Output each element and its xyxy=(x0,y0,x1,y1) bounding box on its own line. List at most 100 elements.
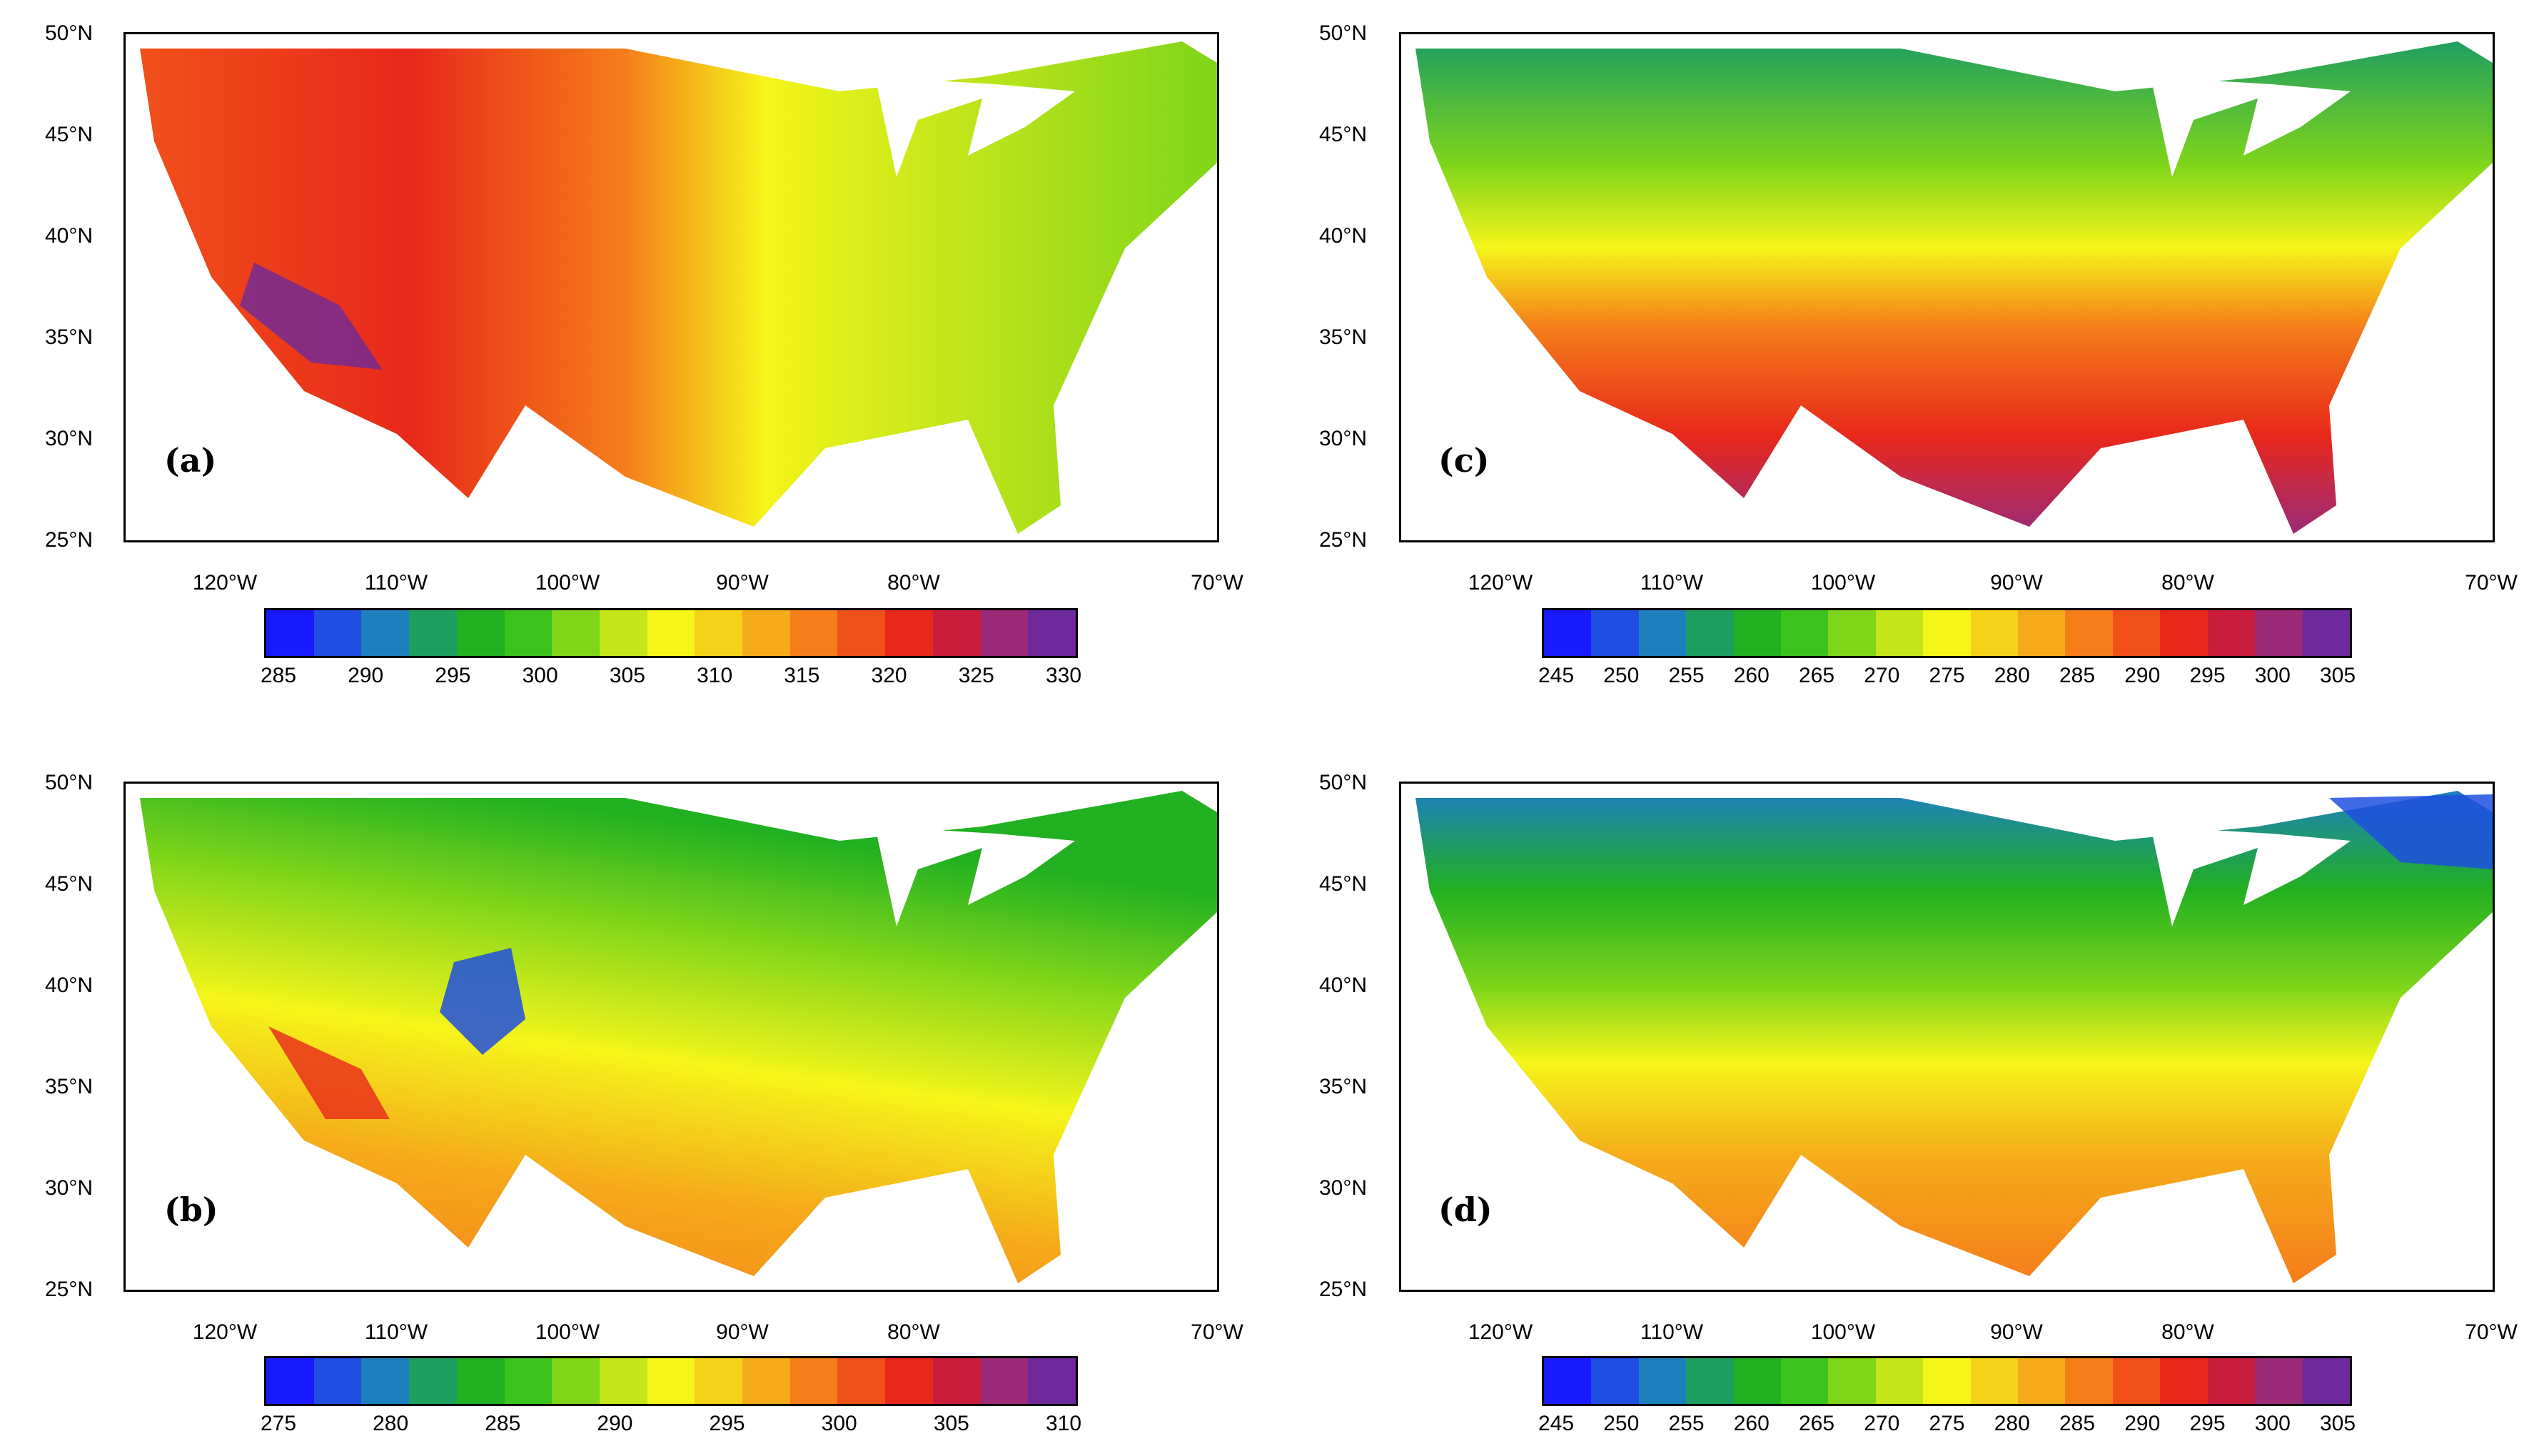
great-lakes-c xyxy=(2151,77,2351,177)
colorbar-tick-label: 275 xyxy=(1929,664,1965,687)
colorbar-tick-label: 300 xyxy=(2254,1412,2291,1435)
colorbar-swatch xyxy=(361,610,410,656)
lat-label: 45°N xyxy=(1318,872,1367,896)
colorbar-tick-label: 290 xyxy=(348,664,384,687)
colorbar-swatch xyxy=(2065,610,2113,656)
land-d xyxy=(1415,791,2493,1283)
lon-label: 100°W xyxy=(1810,1320,1876,1344)
lat-label: 50°N xyxy=(44,21,93,45)
hotspot-b xyxy=(268,1026,390,1119)
great-lakes-d xyxy=(2151,826,2351,926)
colorbar-swatch xyxy=(1544,610,1592,656)
lat-label: 35°N xyxy=(1318,1075,1367,1098)
colorbar-tick-label: 325 xyxy=(958,664,994,687)
colorbar-tick-label: 295 xyxy=(2189,1412,2226,1435)
colorbar-swatch xyxy=(1828,610,1876,656)
colorbar-tick-label: 250 xyxy=(1603,1412,1640,1435)
map-c xyxy=(1399,32,2495,542)
colorbar-a xyxy=(264,608,1078,658)
lon-label: 110°W xyxy=(1640,1320,1704,1344)
colorbar-tick-label: 300 xyxy=(821,1412,857,1435)
colorbar-swatch xyxy=(1733,610,1782,656)
colorbar-tick-label: 290 xyxy=(597,1412,633,1435)
lon-label: 100°W xyxy=(535,571,600,595)
colorbar-swatch xyxy=(789,610,838,656)
colorbar-swatch xyxy=(2160,1358,2208,1404)
lon-label: 100°W xyxy=(1810,571,1876,595)
colorbar-tick-label: 305 xyxy=(2319,664,2356,687)
lon-label: 90°W xyxy=(1990,571,2043,595)
colorbar-tick-label: 245 xyxy=(1538,1412,1575,1435)
panel-label-b: (b) xyxy=(164,1190,218,1229)
lat-label: 45°N xyxy=(44,872,93,896)
colorbar-tick-label: 295 xyxy=(709,1412,745,1435)
great-lakes-b xyxy=(875,826,1075,926)
colorbar-swatch xyxy=(409,610,457,656)
colorbar-tick-label: 255 xyxy=(1668,1412,1705,1435)
colorbar-tick-label: 315 xyxy=(784,664,820,687)
colorbar-tick-label: 250 xyxy=(1603,664,1640,687)
lon-label: 90°W xyxy=(716,1320,769,1344)
colorbar-swatch xyxy=(266,610,314,656)
colorbar-swatch xyxy=(789,1358,838,1404)
colorbar-tick-label: 280 xyxy=(1994,1412,2030,1435)
colorbar-swatch xyxy=(2302,1358,2350,1404)
lon-label: 90°W xyxy=(716,571,769,595)
colorbar-swatch xyxy=(1028,1358,1076,1404)
lat-label: 35°N xyxy=(44,325,93,349)
colorbar-swatch xyxy=(1544,1358,1592,1404)
lon-label: 70°W xyxy=(1191,1320,1243,1344)
lat-label: 25°N xyxy=(44,528,93,552)
colorbar-tick-label: 270 xyxy=(1864,664,1900,687)
lon-label: 120°W xyxy=(192,571,258,595)
colorbar-swatch xyxy=(2018,610,2066,656)
map-c-field xyxy=(1415,41,2493,534)
lon-label: 80°W xyxy=(2161,571,2214,595)
lon-label: 80°W xyxy=(2161,1320,2214,1344)
rockies-cold-b xyxy=(440,948,525,1055)
colorbar-tick-label: 320 xyxy=(871,664,907,687)
colorbar-swatch xyxy=(1828,1358,1876,1404)
colorbar-swatch xyxy=(2160,610,2208,656)
colorbar-swatch xyxy=(456,610,505,656)
lat-label: 45°N xyxy=(44,123,93,146)
colorbar-swatch xyxy=(885,610,933,656)
colorbar-swatch xyxy=(980,610,1029,656)
colorbar-swatch xyxy=(1875,610,1924,656)
land-c xyxy=(1415,41,2493,534)
colorbar-swatch xyxy=(980,1358,1029,1404)
colorbar-swatch xyxy=(1028,610,1076,656)
colorbar-tick-label: 260 xyxy=(1733,1412,1770,1435)
colorbar-tick-label: 290 xyxy=(2124,664,2161,687)
colorbar-swatch xyxy=(552,610,600,656)
colorbar-swatch xyxy=(1591,1358,1639,1404)
lon-label: 100°W xyxy=(535,1320,600,1344)
colorbar-swatch xyxy=(504,610,552,656)
colorbar-tick-label: 265 xyxy=(1798,664,1835,687)
colorbar-swatch xyxy=(266,1358,314,1404)
panel-label-d: (d) xyxy=(1438,1190,1493,1229)
colorbar-swatch xyxy=(837,1358,886,1404)
colorbar-swatch xyxy=(932,1358,981,1404)
colorbar-swatch xyxy=(2207,1358,2256,1404)
colorbar-swatch xyxy=(647,610,695,656)
colorbar-swatch xyxy=(1923,610,1971,656)
colorbar-swatch xyxy=(361,1358,410,1404)
colorbar-tick-label: 295 xyxy=(2189,664,2226,687)
lat-label: 30°N xyxy=(1318,1176,1367,1200)
panel-label-c: (c) xyxy=(1438,441,1490,480)
colorbar-swatch xyxy=(2065,1358,2113,1404)
colorbar-tick-label: 285 xyxy=(260,664,297,687)
colorbar-swatch xyxy=(2018,1358,2066,1404)
lat-label: 40°N xyxy=(44,224,93,248)
colorbar-tick-label: 265 xyxy=(1798,1412,1835,1435)
colorbar-swatch xyxy=(1733,1358,1782,1404)
colorbar-tick-label: 280 xyxy=(1994,664,2030,687)
colorbar-tick-label: 280 xyxy=(373,1412,409,1435)
colorbar-d xyxy=(1542,1356,2352,1406)
colorbar-swatch xyxy=(932,610,981,656)
colorbar-swatch xyxy=(1781,610,1829,656)
colorbar-swatch xyxy=(2112,1358,2161,1404)
colorbar-swatch xyxy=(2302,610,2350,656)
northeast-cold-d xyxy=(2329,794,2493,869)
